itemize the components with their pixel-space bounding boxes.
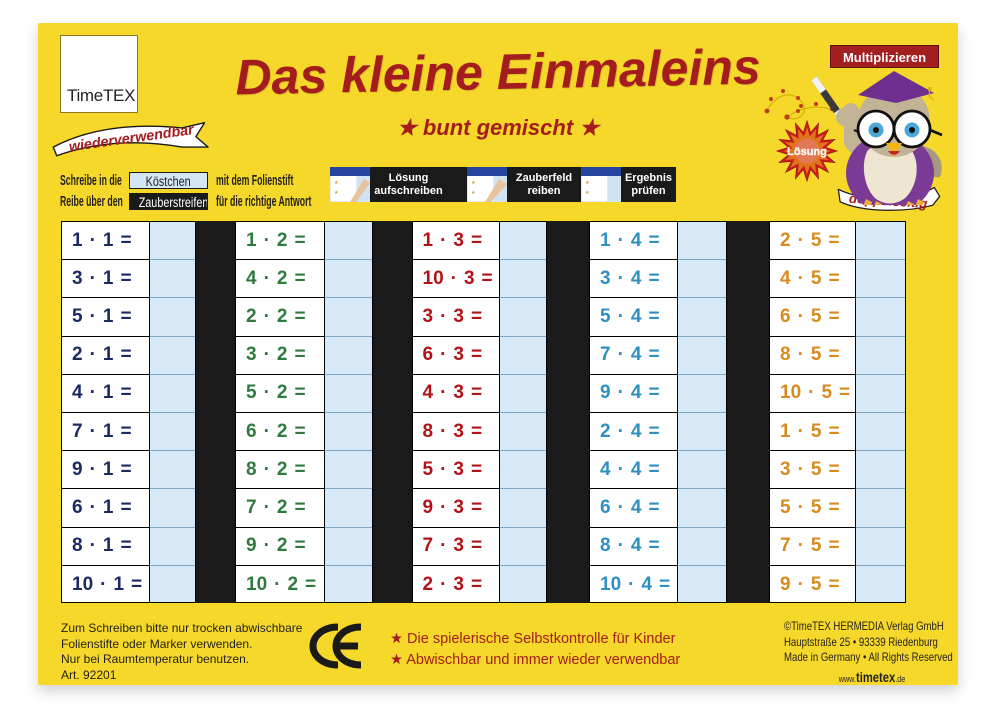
svg-text:★: ★ bbox=[471, 190, 476, 196]
svg-text:★: ★ bbox=[471, 180, 476, 186]
svg-text:★: ★ bbox=[585, 190, 590, 196]
svg-text:Lösung: Lösung bbox=[787, 146, 827, 158]
svg-text:★: ★ bbox=[585, 180, 590, 186]
svg-text:★: ★ bbox=[334, 180, 339, 186]
svg-text:★: ★ bbox=[334, 190, 339, 196]
